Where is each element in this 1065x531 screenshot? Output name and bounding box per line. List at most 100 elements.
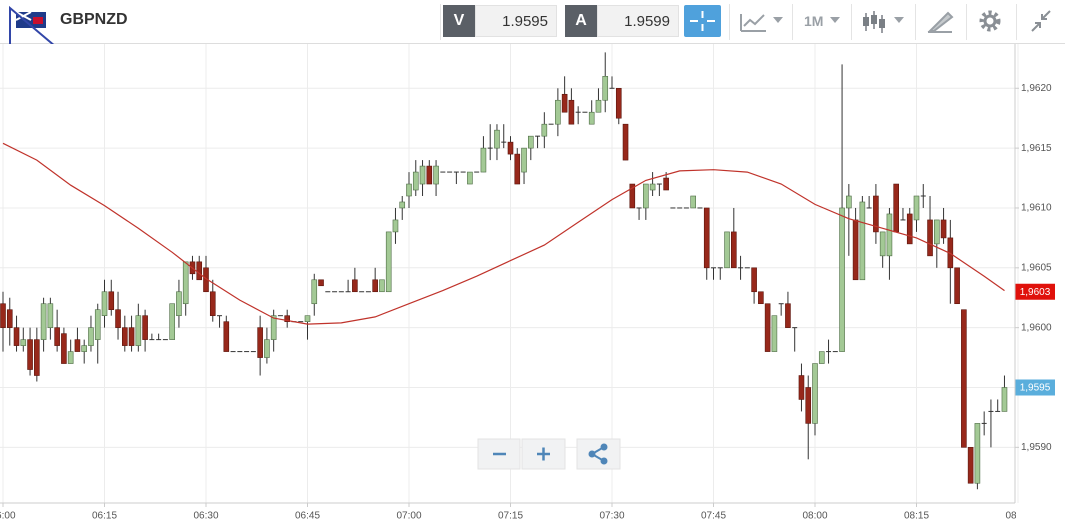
candle-body [270, 315, 277, 340]
candle-body [61, 333, 67, 364]
collapse-icon[interactable] [1031, 10, 1051, 32]
candle-body [284, 315, 291, 322]
candle-body [311, 279, 318, 305]
candle-body [20, 339, 27, 346]
indicator-icon[interactable] [740, 14, 766, 32]
candle-body [703, 207, 710, 269]
x-tick-label: 07:30 [599, 511, 624, 522]
settings-icon[interactable] [979, 10, 1001, 32]
bid-price[interactable]: 1.9595 [475, 5, 557, 37]
crosshair-button[interactable] [684, 5, 721, 37]
candle-body [447, 171, 453, 173]
candle-body [839, 207, 845, 352]
candle-body [900, 219, 906, 221]
candle-body [873, 195, 879, 233]
candle-body [974, 423, 981, 484]
candle-body [812, 363, 818, 424]
timeframe[interactable]: 1M [804, 13, 824, 29]
candle-body [372, 279, 378, 293]
symbol[interactable]: GBPNZD [60, 11, 128, 28]
candle-body [122, 327, 128, 346]
selection-triangle [9, 5, 55, 44]
y-tick-label: 1,9615 [1021, 143, 1052, 154]
y-axis: 1,9590 1,9595 1,9600 1,9605 1,9610 1,9615 1,96… [1015, 83, 1055, 453]
candle-body [561, 93, 568, 113]
candle-body [426, 165, 433, 185]
candle-body [988, 410, 994, 412]
price-marker [1015, 379, 1055, 396]
x-tick-label: 07:00 [396, 511, 421, 522]
share-dot [600, 443, 608, 451]
candle-body [467, 171, 473, 185]
candle-body [778, 303, 784, 305]
separator [851, 4, 852, 40]
candle-body [108, 291, 115, 311]
candle-body [785, 303, 791, 328]
candle-body [933, 219, 940, 245]
candle-body [332, 291, 338, 293]
ask-price[interactable]: 1.9599 [597, 5, 679, 37]
candle-body [967, 447, 974, 484]
price-marker [1015, 283, 1055, 300]
candle-body [771, 315, 778, 352]
candle-body [879, 231, 886, 257]
candle-body [54, 327, 60, 346]
candle-body [738, 267, 744, 269]
separator [440, 4, 441, 40]
y-tick-label: 1,9620 [1021, 83, 1052, 94]
share-button[interactable] [576, 438, 621, 470]
candle-body [209, 291, 216, 316]
candle-body [514, 153, 521, 185]
candle-body [920, 195, 926, 197]
candle-body [670, 207, 676, 209]
separator [729, 4, 730, 40]
candle-body [325, 291, 331, 293]
x-tick-label: 08:00 [802, 511, 827, 522]
candle-body [433, 165, 439, 185]
flag-detail [33, 17, 43, 24]
candle-body [507, 141, 514, 155]
candle-body [453, 171, 459, 173]
candle-body [480, 147, 487, 173]
candle-body [115, 309, 121, 328]
candle-body [764, 303, 771, 352]
ask-label[interactable]: A [565, 5, 597, 37]
y-tick-label: 1,9610 [1021, 203, 1052, 214]
candle-body [487, 147, 493, 149]
candle-body [751, 267, 757, 293]
candle-body [264, 339, 270, 358]
candle-body [298, 321, 304, 323]
candle-body [494, 129, 500, 149]
bid-label[interactable]: V [443, 5, 475, 37]
separator [1016, 4, 1017, 40]
candle-body [940, 219, 947, 239]
candle-body [217, 315, 223, 317]
draw-icon[interactable] [927, 11, 954, 33]
x-axis: 06:00 06:15 06:30 06:45 07:00 07:15 07:30 07:45… [0, 503, 1016, 522]
dropdown-arrow [894, 17, 904, 23]
x-tick-label: 06:15 [92, 511, 117, 522]
candle-body [419, 165, 426, 185]
grid [0, 44, 1019, 503]
candle-body [744, 267, 750, 269]
candle-body [622, 123, 629, 161]
candle-body [379, 279, 385, 293]
candle-body [1001, 387, 1008, 412]
candle-body [636, 207, 642, 209]
x-tick-label: 06:30 [193, 511, 218, 522]
candle-body [595, 99, 602, 113]
candle-body [460, 171, 466, 173]
candle-body [169, 303, 175, 340]
candle-body [149, 339, 155, 341]
candle-body [196, 261, 203, 281]
candle-body [609, 87, 615, 89]
candle-body [365, 291, 371, 293]
candle-body [237, 351, 243, 353]
share-dot [588, 450, 596, 458]
moving-average-line [2, 142, 1005, 325]
candle-body [135, 315, 142, 346]
candle-body [94, 309, 101, 340]
candle-body [13, 327, 20, 346]
candle-body [440, 171, 446, 173]
candle-body [527, 135, 534, 149]
